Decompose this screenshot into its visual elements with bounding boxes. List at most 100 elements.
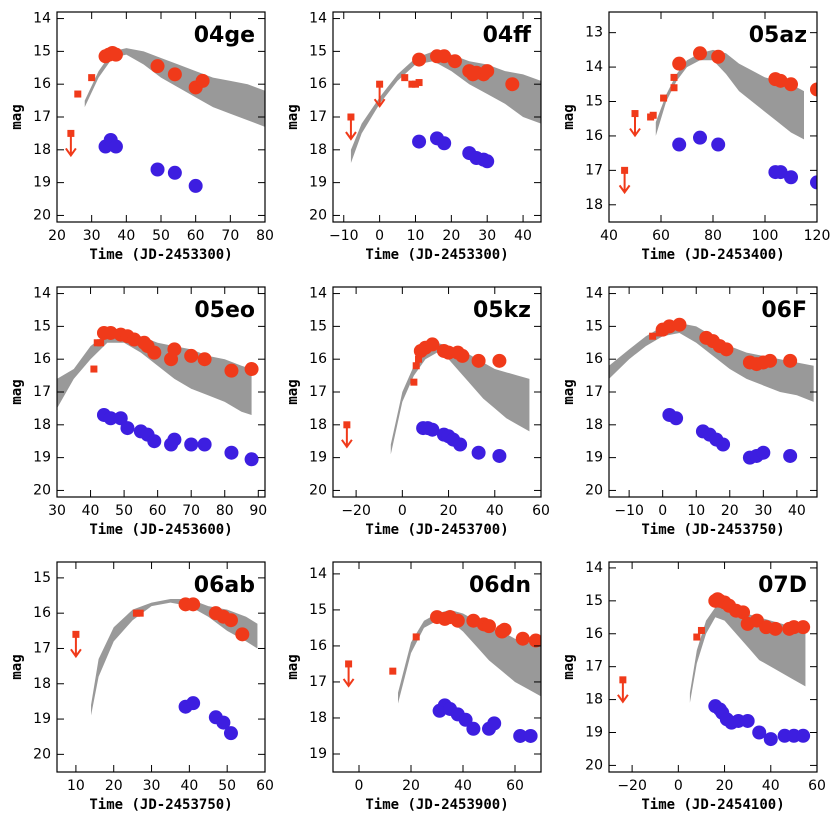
data-point <box>103 411 118 426</box>
limit-arrow <box>373 87 386 108</box>
y-tick-label: 14 <box>33 11 51 27</box>
data-point <box>410 378 418 386</box>
limit-arrow <box>342 666 355 688</box>
x-tick-label: 40 <box>180 778 198 794</box>
x-tick-label: 40 <box>762 778 780 794</box>
data-point <box>455 348 470 363</box>
x-axis-title: Time (JD-2453700) <box>365 522 508 538</box>
x-axis-title: Time (JD-2453900) <box>365 797 508 813</box>
data-point <box>108 139 123 154</box>
data-point <box>223 726 238 741</box>
x-tick-label: 50 <box>218 778 236 794</box>
y-tick-label: 16 <box>33 605 51 621</box>
x-tick-label: 0 <box>375 228 384 244</box>
limit-arrow <box>617 682 629 704</box>
panel-title: 05kz <box>473 298 531 323</box>
plot-frame <box>332 561 542 773</box>
template-band <box>655 49 804 140</box>
data-point <box>412 134 427 149</box>
panel: −10 0 10 20 30 40 14 15 16 17 18 19 20 Time (JD-24537… <box>561 286 818 538</box>
panel: −20 0 20 40 60 14 15 16 17 18 19 20 Time (JD-2454100… <box>561 560 826 813</box>
y-axis-title: mag <box>285 379 301 404</box>
x-axis-title: Time (JD-2453750) <box>641 522 784 538</box>
panel: 20 30 40 50 60 70 80 14 15 16 17 18 19 20 Time (JD-245… <box>9 11 274 263</box>
data-point <box>497 622 512 637</box>
x-tick-label: 80 <box>704 228 722 244</box>
data-point <box>669 411 684 426</box>
data-point <box>167 165 182 180</box>
upper-limit <box>619 676 627 684</box>
y-axis-title: mag <box>285 654 301 679</box>
data-point <box>515 631 530 646</box>
data-point <box>693 46 707 61</box>
y-tick-label: 17 <box>585 659 603 675</box>
y-tick-label: 17 <box>585 162 603 178</box>
data-point <box>740 713 755 728</box>
y-tick-label: 18 <box>585 197 603 213</box>
y-tick-label: 19 <box>309 175 327 191</box>
y-tick-label: 16 <box>585 128 603 144</box>
plot-area <box>342 609 541 743</box>
y-tick-label: 15 <box>33 318 51 334</box>
data-point <box>412 633 420 641</box>
data-point <box>97 339 105 347</box>
data-point <box>408 80 416 88</box>
x-tick-label: 40 <box>514 228 532 244</box>
x-tick-label: 40 <box>117 228 135 244</box>
y-tick-label: 16 <box>309 638 327 654</box>
data-point <box>188 178 203 193</box>
x-tick-label: 120 <box>804 228 830 244</box>
y-tick-label: 20 <box>33 746 51 762</box>
y-tick-label: 20 <box>309 207 327 223</box>
data-point <box>810 175 817 190</box>
x-tick-label: 10 <box>67 778 85 794</box>
x-tick-label: 40 <box>82 503 100 519</box>
upper-limit <box>72 630 80 638</box>
data-point <box>756 445 771 460</box>
data-point <box>453 437 468 452</box>
template-band <box>609 323 814 402</box>
panel-title: 07D <box>758 573 807 598</box>
upper-limit <box>347 113 355 121</box>
x-tick-label: 40 <box>788 503 806 519</box>
limit-arrow <box>618 173 631 195</box>
y-tick-label: 14 <box>309 286 327 302</box>
upper-limit <box>345 660 353 668</box>
x-tick-label: 30 <box>754 503 772 519</box>
data-point <box>773 165 788 180</box>
y-tick-label: 19 <box>309 450 327 466</box>
panel: 10 20 30 40 50 60 15 16 17 18 19 20 Time (JD-2453750… <box>9 561 274 813</box>
data-point <box>437 136 452 151</box>
template-band <box>390 342 530 455</box>
data-point <box>186 696 201 711</box>
data-point <box>167 432 182 447</box>
y-tick-label: 19 <box>33 175 51 191</box>
y-tick-label: 17 <box>309 109 327 125</box>
x-tick-label: 30 <box>143 778 161 794</box>
data-point <box>736 605 751 620</box>
upper-limit <box>621 166 629 174</box>
data-point <box>147 434 162 449</box>
x-axis-title: Time (JD-2453300) <box>89 247 232 263</box>
x-tick-label: 60 <box>532 503 550 519</box>
y-axis-title: mag <box>561 104 577 129</box>
x-axis-title: Time (JD-2453750) <box>89 797 232 813</box>
panel: 30 40 50 60 70 80 90 14 15 16 17 18 19 20 Time (JD-245… <box>9 286 267 538</box>
data-point <box>482 619 496 634</box>
x-tick-label: 20 <box>716 778 734 794</box>
y-tick-label: 16 <box>309 76 327 92</box>
upper-limit <box>376 80 384 88</box>
data-point <box>425 422 440 437</box>
data-point <box>783 353 798 368</box>
x-tick-label: 80 <box>256 228 274 244</box>
upper-limit <box>343 421 351 429</box>
y-axis-title: mag <box>9 654 25 679</box>
data-point <box>195 73 210 88</box>
data-point <box>415 79 423 87</box>
data-point <box>711 137 726 152</box>
data-point <box>132 609 140 617</box>
panel-title: 04ge <box>194 23 255 48</box>
data-point <box>120 421 135 436</box>
panel-title: 04ff <box>483 23 533 48</box>
